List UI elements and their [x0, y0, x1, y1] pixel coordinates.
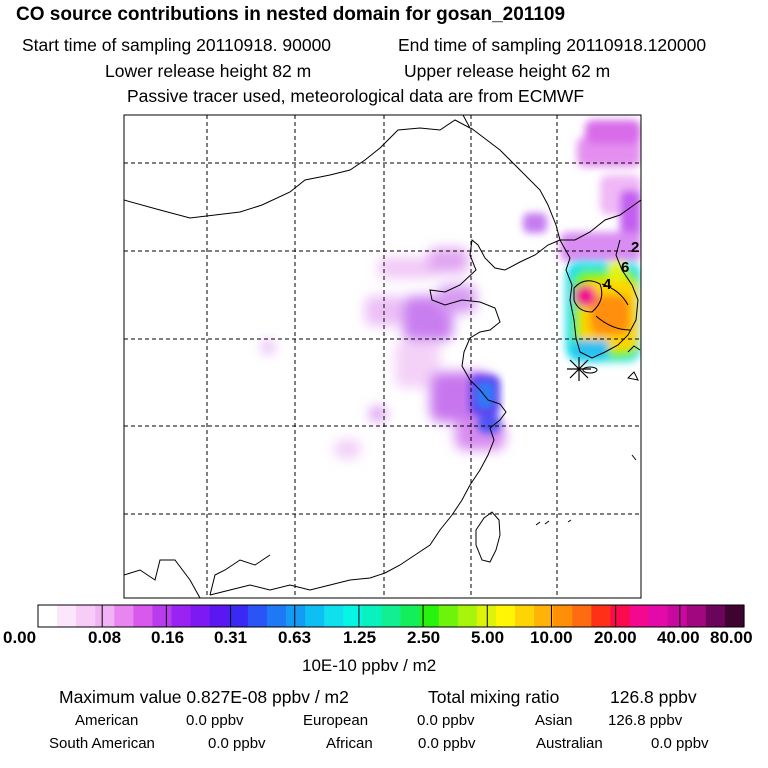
colorbar-swatch [228, 605, 249, 627]
colorbar-swatch [95, 605, 115, 627]
colorbar-swatch [247, 605, 268, 627]
colorbar-tick-label: 5.00 [471, 628, 505, 647]
colorbar-tick-label: 0.31 [214, 628, 248, 647]
colorbar-swatch [152, 605, 173, 627]
concentration-field [124, 115, 641, 598]
colorbar-swatch [457, 605, 478, 627]
colorbar-swatch [686, 605, 707, 627]
colorbar-swatch [476, 605, 497, 627]
map-frame [123, 114, 642, 599]
region-value: 0.0 ppbv [418, 735, 476, 752]
coastlines [124, 115, 641, 598]
max-value-label: Maximum value 0.827E-08 ppbv / m2 [59, 687, 349, 707]
colorbar-tick-label: 0.08 [88, 628, 122, 647]
colorbar-swatch [209, 605, 230, 627]
colorbar-swatch [438, 605, 459, 627]
colorbar-swatch [610, 605, 631, 627]
region-name: Australian [536, 735, 603, 752]
colorbar-tick-label: 0.00 [3, 628, 37, 647]
region-name: European [303, 712, 369, 729]
colorbar-tick-label: 1.25 [343, 628, 377, 647]
colorbar-swatch [515, 605, 535, 627]
graticule [124, 115, 641, 598]
colorbar-swatch [324, 605, 344, 627]
region-value: 0.0 ppbv [186, 712, 244, 729]
region-name: South American [49, 735, 155, 752]
colorbar-swatch [266, 605, 287, 627]
upper-release-height: Upper release height 62 m [404, 61, 611, 81]
colorbar-tick-label: 0.16 [151, 628, 185, 647]
colorbar-swatch [648, 605, 669, 627]
colorbar-swatch [38, 605, 58, 627]
colorbar-swatch [591, 605, 612, 627]
region-name: African [326, 735, 373, 752]
colorbar-swatch [362, 605, 383, 627]
colorbar-swatch [419, 605, 440, 627]
start-time-label: Start time of sampling 20110918. 90000 [22, 35, 332, 55]
colorbar-swatch [629, 605, 650, 627]
colorbar-swatch [171, 605, 192, 627]
colorbar-swatch [381, 605, 402, 627]
plot-title: CO source contributions in nested domain… [16, 4, 566, 25]
receptor-star-icon [567, 357, 591, 381]
region-value: 126.8 ppbv [608, 712, 683, 729]
colorbar-swatch [495, 605, 516, 627]
colorbar-swatch [667, 605, 688, 627]
total-mixing-value: 126.8 ppbv [610, 687, 697, 707]
colorbar-tick-label: 20.00 [594, 628, 637, 647]
contour-label: 4 [603, 276, 612, 293]
colorbar-swatch [76, 605, 96, 627]
end-time-label: End time of sampling 20110918.120000 [398, 35, 707, 55]
colorbar-swatch [305, 605, 325, 627]
colorbar-swatch [190, 605, 211, 627]
colorbar-unit: 10E-10 ppbv / m2 [302, 656, 437, 675]
region-value: 0.0 ppbv [417, 712, 475, 729]
contour-label: 2 [631, 239, 639, 256]
region-name: American [75, 712, 139, 729]
total-mixing-label: Total mixing ratio [428, 687, 560, 707]
colorbar-tick-label: 80.00 [710, 628, 753, 647]
region-name: Asian [535, 712, 573, 729]
region-value: 0.0 ppbv [651, 735, 709, 752]
colorbar-swatch [705, 605, 726, 627]
colorbar-swatch [133, 605, 154, 627]
colorbar-swatch [400, 605, 421, 627]
colorbar-swatch [286, 605, 306, 627]
colorbar-swatch [343, 605, 363, 627]
colorbar-swatch [553, 605, 573, 627]
colorbar-swatch [534, 605, 554, 627]
colorbar-swatch [572, 605, 592, 627]
colorbar-tick-label: 40.00 [657, 628, 700, 647]
colorbar-swatch [724, 605, 745, 627]
lower-release-height: Lower release height 82 m [105, 61, 312, 81]
colorbar-swatch [114, 605, 134, 627]
colorbar-tick-label: 0.63 [278, 628, 312, 647]
tracer-note: Passive tracer used, meteorological data… [127, 86, 585, 106]
colorbar-tick-label: 10.00 [530, 628, 573, 647]
colorbar-swatch [57, 605, 77, 627]
contour-label: 6 [621, 259, 629, 276]
colorbar-tick-labels: 0.00 0.08 0.16 0.31 0.63 1.25 2.50 5.00 … [0, 628, 768, 650]
region-value: 0.0 ppbv [208, 735, 266, 752]
colorbar-tick-label: 2.50 [407, 628, 441, 647]
